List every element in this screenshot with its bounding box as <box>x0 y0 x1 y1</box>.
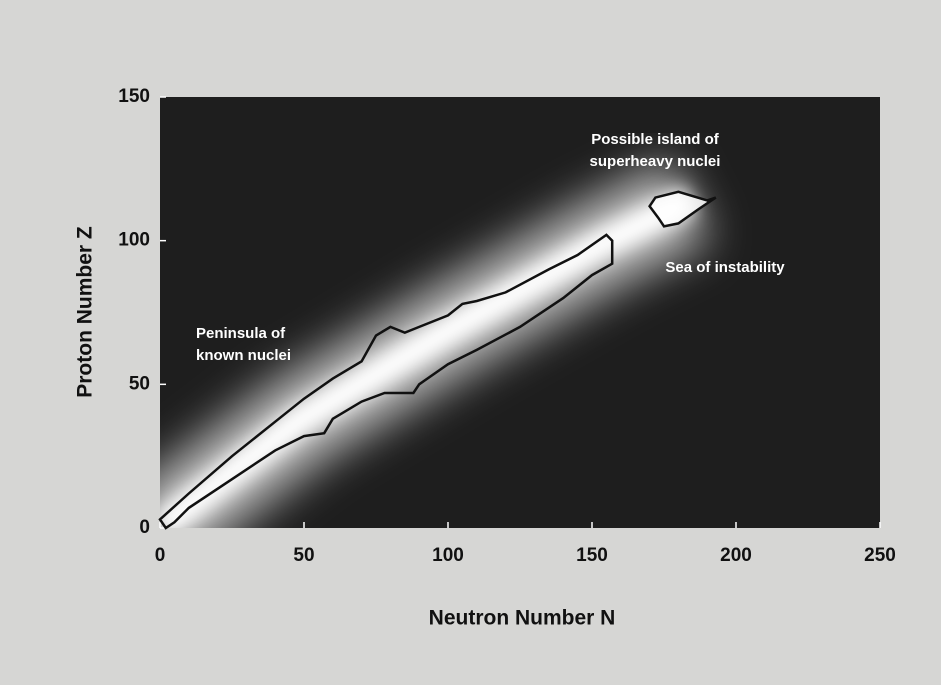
chart: Proton Number Z Neutron Number N 0 50 100 1… <box>0 0 941 685</box>
annotation: Peninsula of <box>196 325 286 342</box>
x-axis-label: Neutron Number N <box>429 607 616 630</box>
x-tick-label: 250 <box>864 545 896 566</box>
annotation: Sea of instability <box>665 259 785 276</box>
y-tick-label: 150 <box>118 86 150 107</box>
x-tick-label: 200 <box>720 545 752 566</box>
x-tick-label: 50 <box>293 545 314 566</box>
annotation: superheavy nuclei <box>590 153 721 170</box>
annotation: Possible island of <box>591 131 720 148</box>
x-tick-label: 0 <box>155 545 166 566</box>
y-axis-label: Proton Number Z <box>74 226 97 398</box>
y-tick-label: 50 <box>129 373 150 394</box>
annotation: known nuclei <box>196 347 291 364</box>
x-tick-label: 100 <box>432 545 464 566</box>
y-tick-label: 100 <box>118 230 150 251</box>
x-tick-label: 150 <box>576 545 608 566</box>
y-tick-label: 0 <box>139 517 150 538</box>
